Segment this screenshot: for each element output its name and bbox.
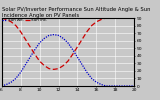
Sun Alt.	[129, 85, 131, 87]
Sun Inc.	[24, 39, 26, 40]
Sun Inc.	[43, 65, 45, 66]
Sun Inc.	[34, 54, 36, 55]
Sun Inc.	[100, 19, 102, 20]
Sun Inc.	[1, 17, 3, 19]
Sun Inc.	[110, 17, 112, 19]
Sun Alt.	[96, 82, 97, 83]
Sun Inc.	[58, 68, 60, 69]
Sun Alt.	[105, 85, 107, 87]
Sun Alt.	[86, 72, 88, 73]
Sun Inc.	[72, 54, 74, 55]
Sun Inc.	[81, 39, 83, 40]
Legend: Sun Alt., Sun Inc.: Sun Alt., Sun Inc.	[2, 18, 47, 22]
Sun Alt.	[43, 38, 45, 39]
Sun Alt.	[48, 35, 50, 36]
Sun Alt.	[72, 49, 74, 50]
Sun Alt.	[114, 85, 116, 87]
Sun Alt.	[67, 42, 69, 44]
Sun Alt.	[15, 78, 17, 79]
Sun Alt.	[34, 49, 36, 50]
Sun Inc.	[114, 17, 116, 19]
Sun Inc.	[53, 69, 55, 70]
Sun Inc.	[86, 31, 88, 32]
Sun Inc.	[39, 60, 40, 62]
Sun Inc.	[133, 17, 135, 19]
Sun Alt.	[1, 85, 3, 87]
Sun Inc.	[20, 31, 22, 32]
Sun Inc.	[129, 17, 131, 19]
Sun Inc.	[67, 60, 69, 62]
Sun Inc.	[91, 25, 93, 26]
Line: Sun Inc.: Sun Inc.	[2, 18, 134, 69]
Sun Inc.	[119, 17, 121, 19]
Sun Alt.	[119, 85, 121, 87]
Sun Inc.	[15, 25, 17, 26]
Sun Alt.	[81, 64, 83, 65]
Sun Alt.	[20, 72, 22, 73]
Sun Inc.	[76, 46, 78, 47]
Sun Alt.	[110, 85, 112, 87]
Sun Inc.	[5, 19, 7, 20]
Sun Alt.	[10, 82, 12, 83]
Sun Inc.	[124, 17, 126, 19]
Sun Alt.	[58, 35, 60, 36]
Sun Alt.	[91, 78, 93, 79]
Sun Alt.	[76, 57, 78, 58]
Sun Alt.	[5, 84, 7, 85]
Sun Alt.	[53, 34, 55, 35]
Sun Inc.	[96, 21, 97, 22]
Sun Alt.	[24, 64, 26, 65]
Sun Inc.	[10, 21, 12, 22]
Sun Inc.	[48, 68, 50, 69]
Sun Inc.	[62, 65, 64, 66]
Sun Alt.	[62, 38, 64, 39]
Sun Inc.	[29, 46, 31, 47]
Sun Inc.	[105, 17, 107, 19]
Line: Sun Alt.: Sun Alt.	[2, 35, 134, 86]
Sun Alt.	[124, 85, 126, 87]
Sun Alt.	[133, 85, 135, 87]
Sun Alt.	[100, 84, 102, 85]
Text: Solar PV/Inverter Performance Sun Altitude Angle & Sun Incidence Angle on PV Pan: Solar PV/Inverter Performance Sun Altitu…	[2, 7, 150, 18]
Sun Alt.	[29, 57, 31, 58]
Sun Alt.	[39, 42, 40, 44]
